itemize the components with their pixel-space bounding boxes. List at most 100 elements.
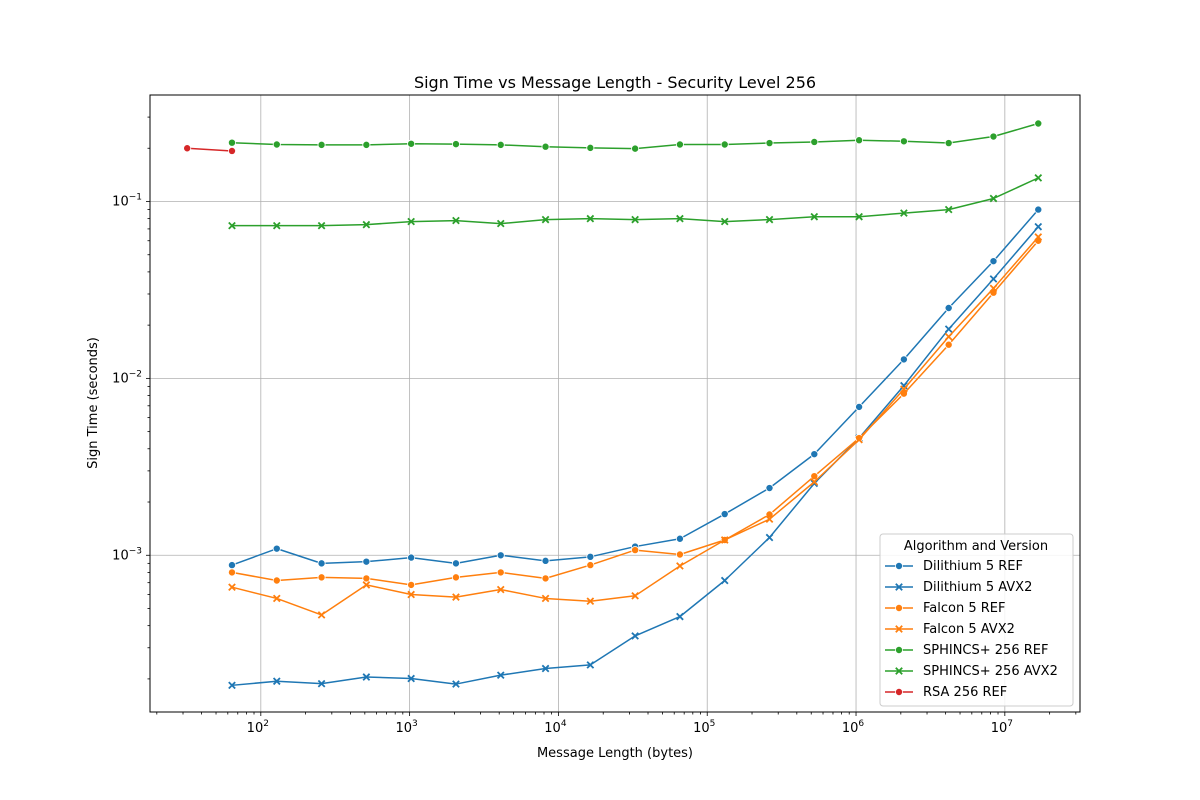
legend-entry: Dilithium 5 AVX2 <box>885 580 1032 595</box>
data-point <box>586 214 595 223</box>
legend-swatch-marker <box>895 646 904 655</box>
data-point <box>541 142 550 151</box>
data-point <box>452 680 460 688</box>
y-tick-label-exponent: −1 <box>129 192 142 202</box>
data-point <box>317 140 326 149</box>
legend-swatch-marker <box>895 625 903 633</box>
data-point <box>855 212 863 221</box>
data-point <box>944 340 953 349</box>
data-point <box>586 143 595 152</box>
data-point <box>496 585 505 594</box>
data-point <box>272 576 281 585</box>
data-point <box>944 139 953 148</box>
x-tick-label-base: 10 <box>991 721 1008 736</box>
data-point <box>228 583 236 592</box>
data-point <box>227 561 236 570</box>
data-point <box>676 562 684 570</box>
x-tick-label-exponent: 6 <box>858 719 864 729</box>
legend-label: RSA 256 REF <box>923 685 1007 700</box>
legend-swatch-marker <box>895 667 903 675</box>
x-tick-label-exponent: 7 <box>1007 719 1013 729</box>
data-point <box>631 546 640 555</box>
data-point <box>944 303 953 312</box>
series-dilithium-5-avx2 <box>228 222 1043 690</box>
data-point <box>362 581 371 589</box>
data-point <box>899 137 908 146</box>
x-tick-label: 103 <box>395 719 417 736</box>
y-tick-label: 10−2 <box>112 369 142 386</box>
data-point <box>989 257 998 266</box>
legend-label: SPHINCS+ 256 REF <box>923 643 1048 658</box>
x-axis-ticks: 102 103 104 105 106 107 <box>156 712 1077 736</box>
data-point <box>631 632 639 640</box>
legend-entry: Dilithium 5 REF <box>885 559 1023 574</box>
data-point <box>631 591 639 600</box>
data-point <box>989 275 998 283</box>
data-point <box>586 561 595 570</box>
data-point <box>362 574 371 583</box>
data-point <box>855 402 864 411</box>
y-tick-label-exponent: −2 <box>129 369 142 379</box>
legend-box <box>879 533 1074 707</box>
series-sphincs-256-ref <box>227 119 1043 153</box>
data-point <box>541 215 550 224</box>
data-point <box>1034 119 1043 128</box>
data-point <box>317 559 326 568</box>
data-point <box>452 593 460 601</box>
data-point <box>496 568 505 577</box>
data-point <box>720 576 729 585</box>
legend-label: Falcon 5 REF <box>923 601 1005 616</box>
data-point <box>675 534 684 543</box>
data-point <box>631 144 640 153</box>
data-point <box>272 544 281 553</box>
data-point <box>765 139 774 148</box>
data-point <box>1034 205 1043 214</box>
legend-entry: SPHINCS+ 256 AVX2 <box>885 664 1058 679</box>
data-point <box>765 515 774 523</box>
x-tick-label-base: 10 <box>842 721 859 736</box>
x-tick-label: 102 <box>247 719 269 736</box>
data-point <box>720 140 729 149</box>
data-point <box>541 664 550 673</box>
legend-swatch-marker <box>895 583 903 591</box>
data-point <box>944 205 953 214</box>
data-point <box>855 435 863 444</box>
data-point <box>1034 233 1043 241</box>
data-point <box>407 580 416 589</box>
data-point <box>676 214 684 223</box>
legend-entry: SPHINCS+ 256 REF <box>885 643 1048 658</box>
y-axis-label: Sign Time (seconds) <box>86 337 101 469</box>
series-rsa-256-ref <box>183 144 236 155</box>
data-point <box>451 140 460 149</box>
x-axis-label: Message Length (bytes) <box>537 746 693 761</box>
data-point <box>900 385 908 393</box>
legend-title: Algorithm and Version <box>904 539 1048 554</box>
y-tick-label-base: 10 <box>112 194 129 209</box>
data-point <box>407 217 415 226</box>
data-point <box>407 674 415 683</box>
data-point <box>362 557 371 566</box>
series-falcon-5-avx2 <box>228 233 1043 619</box>
x-tick-label-base: 10 <box>247 721 264 736</box>
data-point <box>944 325 953 333</box>
data-point <box>228 681 236 690</box>
legend: Algorithm and Version Dilithium 5 REF Dil… <box>879 533 1074 707</box>
data-point <box>362 140 371 149</box>
y-axis-ticks: 10−310−210−1 <box>112 116 150 680</box>
x-tick-label-exponent: 4 <box>561 719 567 729</box>
data-point <box>765 484 774 493</box>
data-point <box>676 612 684 621</box>
legend-label: Dilithium 5 REF <box>923 559 1023 574</box>
data-point <box>227 146 236 155</box>
data-point <box>272 140 281 149</box>
series-line <box>187 147 233 152</box>
legend-swatch-marker <box>895 604 904 613</box>
data-point <box>855 434 864 443</box>
data-point <box>944 332 953 341</box>
data-point <box>586 661 595 669</box>
data-point <box>496 671 505 679</box>
data-point <box>989 284 998 293</box>
data-point <box>541 594 550 603</box>
data-point <box>496 219 505 228</box>
